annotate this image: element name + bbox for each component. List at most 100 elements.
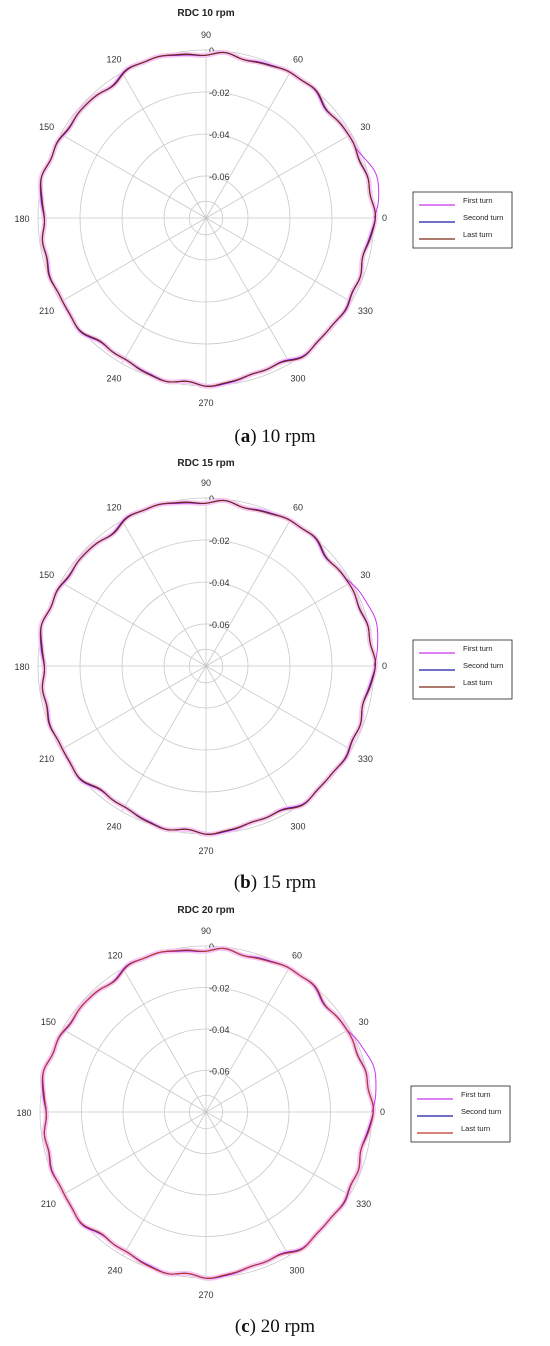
angle-tick-label: 300	[290, 373, 305, 383]
angle-tick-label: 300	[290, 821, 305, 831]
caption-a-letter: a	[240, 426, 251, 447]
angle-tick-label: 120	[107, 950, 122, 960]
radial-tick-label: 0	[209, 494, 214, 504]
radial-tick-label: -0.02	[209, 984, 230, 994]
grid-spoke	[121, 72, 207, 219]
radial-tick-label: -0.06	[209, 1067, 230, 1077]
legend-label: Second turn	[463, 213, 503, 222]
angle-tick-label: 240	[107, 1266, 122, 1276]
angle-tick-label: 30	[360, 122, 370, 132]
series-last-turn	[40, 499, 376, 835]
angle-tick-label: 30	[360, 570, 370, 580]
angle-tick-label: 150	[39, 570, 54, 580]
grid-spoke	[205, 1028, 350, 1113]
angle-tick-label: 90	[201, 926, 211, 936]
radial-tick-label: -0.06	[209, 172, 230, 182]
angle-tick-label: 120	[106, 55, 121, 65]
grid-spoke	[205, 1111, 290, 1256]
legend-label: Last turn	[461, 1124, 490, 1133]
polar-panel-0: RDC 10 rpm 0 30 60 90 120 150 180 210 240 270 300 33…	[14, 8, 513, 408]
angle-tick-label: 270	[198, 398, 213, 408]
angle-tick-label: 300	[289, 1266, 304, 1276]
grid-spoke	[121, 520, 207, 667]
series-last-turn	[42, 947, 374, 1279]
angle-tick-label: 180	[14, 662, 29, 672]
chart-title: RDC 15 rpm	[177, 458, 234, 469]
radial-tick-label: -0.04	[209, 130, 230, 140]
grid-spoke	[205, 665, 291, 812]
angle-tick-label: 210	[39, 754, 54, 764]
grid-spoke	[121, 665, 207, 812]
angle-tick-label: 0	[382, 213, 387, 223]
polar-panel-1: RDC 15 rpm 0 30 60 90 120 150 180 210 240 270 300 33…	[14, 458, 513, 856]
caption-a: (a) 10 rpm	[234, 426, 316, 447]
angle-tick-label: 240	[106, 821, 121, 831]
angle-tick-label: 270	[198, 1290, 213, 1300]
radial-tick-label: 0	[209, 46, 214, 56]
caption-c-text: 20 rpm	[255, 1316, 316, 1337]
angle-tick-label: 60	[293, 55, 303, 65]
caption-b-text: 15 rpm	[257, 872, 317, 893]
angle-tick-label: 210	[41, 1199, 56, 1209]
radial-tick-label: 0	[209, 942, 214, 952]
grid-spoke	[205, 520, 291, 667]
grid-spoke	[205, 217, 352, 303]
caption-b: (b) 15 rpm	[233, 872, 317, 893]
radial-tick-label: -0.04	[209, 1025, 230, 1035]
grid-spoke	[60, 133, 207, 219]
grid-spoke	[60, 581, 207, 667]
legend-label: Second turn	[463, 661, 503, 670]
caption-a-text: 10 rpm	[256, 426, 316, 447]
caption-c-letter: c	[241, 1316, 250, 1337]
angle-tick-label: 30	[359, 1017, 369, 1027]
polar-panel-2: RDC 20 rpm 0 30 60 90 120 150 180 210 240 270 300 33…	[16, 905, 511, 1300]
angle-tick-label: 150	[41, 1017, 56, 1027]
grid-spoke	[121, 217, 207, 364]
grid-spoke	[205, 968, 290, 1113]
angle-tick-label: 60	[292, 950, 302, 960]
grid-spoke	[205, 665, 352, 751]
caption-c: (c) 20 rpm	[234, 1316, 316, 1337]
grid-spoke	[205, 217, 291, 364]
legend-label: Last turn	[463, 230, 492, 239]
grid-spoke	[62, 1028, 207, 1113]
angle-tick-label: 90	[201, 478, 211, 488]
legend-label: First turn	[461, 1090, 491, 1099]
angle-tick-label: 270	[198, 846, 213, 856]
legend-label: Last turn	[463, 678, 492, 687]
grid-spoke	[205, 72, 291, 219]
chart-title: RDC 20 rpm	[177, 905, 234, 916]
grid-spoke	[205, 1111, 350, 1196]
grid-spoke	[60, 217, 207, 303]
grid-spoke	[205, 581, 352, 667]
legend-label: First turn	[463, 644, 493, 653]
angle-tick-label: 60	[293, 503, 303, 513]
radial-tick-label: -0.02	[209, 88, 230, 98]
caption-b-letter: b	[240, 872, 251, 893]
angle-tick-label: 150	[39, 122, 54, 132]
legend-label: Second turn	[461, 1107, 501, 1116]
angle-tick-label: 0	[380, 1107, 385, 1117]
angle-tick-label: 330	[358, 306, 373, 316]
grid-spoke	[122, 1111, 207, 1256]
radial-tick-label: -0.04	[209, 578, 230, 588]
angle-tick-label: 240	[106, 373, 121, 383]
angle-tick-label: 0	[382, 661, 387, 671]
grid-spoke	[205, 133, 352, 219]
radial-tick-label: -0.06	[209, 620, 230, 630]
angle-tick-label: 180	[14, 214, 29, 224]
angle-tick-label: 120	[106, 503, 121, 513]
chart-title: RDC 10 rpm	[177, 8, 234, 19]
radial-tick-label: -0.02	[209, 536, 230, 546]
angle-tick-label: 330	[356, 1199, 371, 1209]
angle-tick-label: 330	[358, 754, 373, 764]
angle-tick-label: 90	[201, 30, 211, 40]
legend-label: First turn	[463, 196, 493, 205]
angle-tick-label: 180	[16, 1108, 31, 1118]
grid-spoke	[60, 665, 207, 751]
series-last-turn	[40, 51, 376, 387]
grid-spoke	[122, 968, 207, 1113]
angle-tick-label: 210	[39, 306, 54, 316]
grid-spoke	[62, 1111, 207, 1196]
